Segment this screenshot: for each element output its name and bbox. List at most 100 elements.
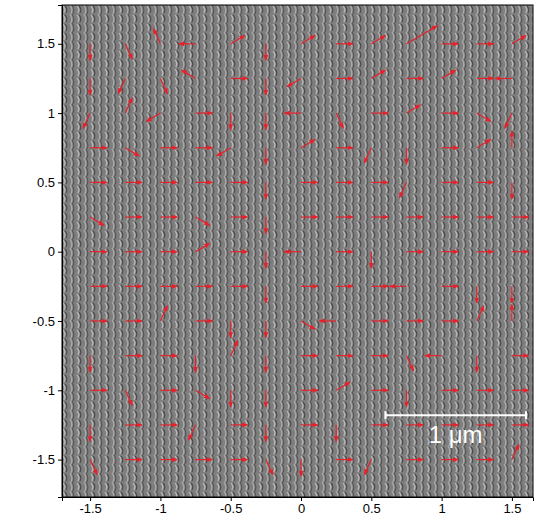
arrow bbox=[442, 251, 459, 252]
arrow bbox=[406, 78, 423, 79]
arrow bbox=[371, 286, 388, 287]
arrow bbox=[160, 216, 177, 217]
arrow bbox=[336, 78, 353, 79]
tick-label: 1 bbox=[438, 501, 445, 516]
tick-label: -1.5 bbox=[33, 452, 55, 467]
arrow bbox=[371, 320, 388, 321]
arrow bbox=[265, 44, 266, 61]
arrow bbox=[90, 147, 107, 148]
arrow bbox=[442, 113, 459, 114]
arrow bbox=[90, 425, 91, 442]
arrow bbox=[301, 424, 318, 425]
arrow bbox=[90, 78, 91, 95]
arrow bbox=[231, 286, 248, 287]
tick-mark bbox=[58, 113, 62, 114]
scale-bar-label: 1 μm bbox=[429, 421, 483, 448]
arrow bbox=[196, 286, 213, 287]
tick: 1 bbox=[48, 106, 62, 121]
tick-label: 1.5 bbox=[503, 501, 521, 516]
tick-mark bbox=[58, 182, 62, 183]
tick-mark bbox=[58, 252, 62, 253]
arrow bbox=[406, 356, 413, 371]
arrow bbox=[390, 286, 407, 287]
arrow bbox=[301, 390, 318, 391]
arrow bbox=[265, 390, 266, 407]
arrow bbox=[442, 147, 459, 148]
arrow bbox=[90, 460, 97, 475]
arrow bbox=[153, 29, 160, 44]
arrow bbox=[442, 182, 459, 183]
arrow bbox=[160, 182, 177, 183]
arrow bbox=[125, 424, 142, 425]
tick: 0.5 bbox=[363, 497, 381, 516]
arrow bbox=[301, 216, 318, 217]
arrow bbox=[406, 148, 407, 165]
arrow bbox=[160, 251, 177, 252]
arrow bbox=[477, 139, 491, 147]
arrow bbox=[196, 320, 213, 321]
arrow bbox=[301, 35, 315, 43]
arrow bbox=[160, 147, 177, 148]
arrows bbox=[83, 26, 529, 476]
arrow bbox=[182, 70, 196, 78]
arrow bbox=[477, 182, 494, 183]
tick-label: 0 bbox=[48, 244, 55, 259]
tick-mark bbox=[58, 390, 62, 391]
arrow bbox=[406, 216, 423, 217]
tick-label: -1.5 bbox=[79, 501, 101, 516]
arrow bbox=[406, 251, 423, 252]
arrow bbox=[160, 459, 177, 460]
arrow bbox=[301, 139, 315, 147]
arrow bbox=[371, 252, 372, 269]
arrow bbox=[196, 390, 210, 398]
arrow bbox=[442, 320, 459, 321]
tick-label: 0 bbox=[298, 501, 305, 516]
arrow bbox=[265, 182, 266, 199]
arrow bbox=[477, 216, 494, 217]
tick-label: -0.5 bbox=[33, 314, 55, 329]
arrow bbox=[371, 70, 385, 78]
arrow bbox=[265, 113, 266, 130]
arrow bbox=[90, 320, 107, 321]
arrow bbox=[196, 243, 210, 251]
y-axis: -1.5 -1 -0.5 0 0.5 1 1.5 bbox=[33, 6, 63, 498]
arrow bbox=[231, 424, 248, 425]
arrow bbox=[196, 113, 213, 114]
arrow bbox=[512, 444, 519, 459]
x-axis: -1.5-1-0.500.511.5 bbox=[63, 497, 534, 516]
tick-label: 0.5 bbox=[37, 175, 55, 190]
tick: 1.5 bbox=[37, 36, 62, 51]
arrow bbox=[371, 182, 388, 183]
arrow bbox=[336, 425, 337, 442]
arrow bbox=[512, 355, 529, 356]
arrow bbox=[284, 113, 301, 114]
arrow bbox=[512, 216, 529, 217]
tick: 1.5 bbox=[503, 497, 521, 516]
tick-label: -1 bbox=[43, 383, 55, 398]
arrow bbox=[265, 252, 266, 269]
arrow bbox=[125, 98, 132, 113]
arrow bbox=[300, 460, 301, 477]
arrow bbox=[231, 35, 245, 43]
arrow bbox=[371, 216, 388, 217]
tick: -1.5 bbox=[79, 497, 101, 516]
arrow bbox=[179, 43, 196, 44]
tick-mark bbox=[58, 44, 62, 45]
arrow bbox=[406, 105, 420, 113]
arrow bbox=[371, 390, 388, 391]
arrow bbox=[301, 321, 315, 329]
arrow bbox=[125, 320, 142, 321]
arrow bbox=[231, 216, 248, 217]
chart: 1 μm-1.5-1-0.500.511.5-1.5-1-0.500.511.5 bbox=[0, 0, 536, 528]
arrow bbox=[511, 182, 512, 199]
arrow bbox=[265, 286, 266, 303]
arrow bbox=[336, 43, 353, 44]
arrow bbox=[399, 182, 406, 197]
arrow bbox=[125, 355, 142, 356]
arrow bbox=[364, 148, 371, 163]
arrow bbox=[160, 286, 177, 287]
arrow bbox=[336, 216, 353, 217]
arrow bbox=[265, 148, 266, 165]
arrow bbox=[160, 355, 177, 356]
arrow bbox=[406, 424, 423, 425]
